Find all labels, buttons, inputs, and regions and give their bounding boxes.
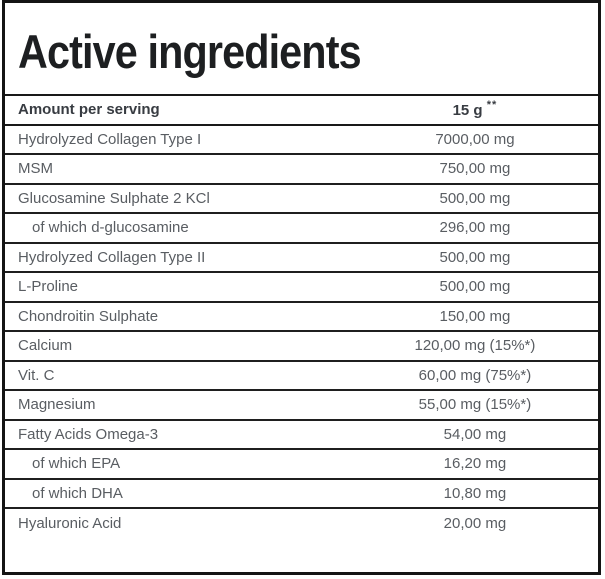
- ingredient-name: Magnesium: [5, 390, 352, 421]
- serving-size-footnote-marker: **: [486, 99, 498, 112]
- ingredient-name: Vit. C: [5, 360, 352, 391]
- table-row: Fatty Acids Omega-3 54,00 mg: [5, 419, 598, 450]
- ingredient-name: Calcium: [5, 331, 352, 362]
- ingredient-name: Hydrolyzed Collagen Type I: [5, 124, 352, 155]
- table-row: Glucosamine Sulphate 2 KCl 500,00 mg: [5, 183, 598, 214]
- ingredient-amount: 120,00 mg (15%*): [351, 331, 598, 362]
- ingredient-amount: 7000,00 mg: [351, 124, 598, 155]
- column-header-serving-size: 15 g **: [351, 94, 598, 126]
- ingredient-name: Chondroitin Sulphate: [5, 301, 352, 332]
- page-title: Active ingredients: [18, 25, 362, 78]
- ingredient-name: Fatty Acids Omega-3: [5, 419, 352, 450]
- table-row: Calcium 120,00 mg (15%*): [5, 331, 598, 362]
- serving-size-text: 15 g: [452, 102, 483, 120]
- table-row: Magnesium 55,00 mg (15%*): [5, 390, 598, 421]
- ingredient-amount: 54,00 mg: [351, 419, 598, 450]
- table-header-row: Amount per serving 15 g **: [5, 94, 598, 126]
- ingredient-amount: 55,00 mg (15%*): [351, 390, 598, 421]
- ingredient-name: Hyaluronic Acid: [18, 514, 122, 532]
- table-row: MSM 750,00 mg: [5, 154, 598, 185]
- table-row: Hydrolyzed Collagen Type II 500,00 mg: [5, 242, 598, 273]
- ingredient-name: L-Proline: [5, 272, 352, 303]
- ingredient-amount: 500,00 mg: [351, 242, 598, 273]
- ingredient-name: Glucosamine Sulphate 2 KCl: [5, 183, 352, 214]
- table-body: Hydrolyzed Collagen Type I 7000,00 mg MS…: [5, 124, 598, 538]
- ingredient-amount: 500,00 mg: [351, 272, 598, 303]
- ingredient-amount: 500,00 mg: [351, 183, 598, 214]
- table-header: Amount per serving 15 g **: [5, 94, 598, 126]
- table-row: of which EPA 16,20 mg: [5, 449, 598, 480]
- ingredient-name: of which EPA: [5, 449, 352, 480]
- table-row: Vit. C 60,00 mg (75%*): [5, 360, 598, 391]
- ingredients-table: Amount per serving 15 g ** Hydrolyzed Co…: [5, 94, 598, 538]
- ingredient-name: of which DHA: [5, 478, 352, 509]
- table-row: of which d-glucosamine 296,00 mg: [5, 213, 598, 244]
- ingredient-name: of which d-glucosamine: [5, 213, 352, 244]
- column-header-amount-per-serving: Amount per serving: [5, 94, 352, 126]
- ingredient-name: MSM: [5, 154, 352, 185]
- ingredient-amount: 60,00 mg (75%*): [351, 360, 598, 391]
- ingredient-amount: 16,20 mg: [351, 449, 598, 480]
- ingredient-amount: 150,00 mg: [351, 301, 598, 332]
- ingredient-amount: 750,00 mg: [351, 154, 598, 185]
- table-row: of which DHA 10,80 mg: [5, 478, 598, 509]
- table-row: L-Proline 500,00 mg: [5, 272, 598, 303]
- ingredient-name: Hydrolyzed Collagen Type II: [5, 242, 352, 273]
- table-row: Hyaluronic Acid 20,00 mg: [5, 508, 598, 538]
- ingredient-amount: 10,80 mg: [351, 478, 598, 509]
- ingredient-amount: 296,00 mg: [351, 213, 598, 244]
- table-row: Hydrolyzed Collagen Type I 7000,00 mg: [5, 124, 598, 155]
- ingredient-amount: 20,00 mg: [443, 514, 507, 532]
- panel-heading-area: Active ingredients: [5, 3, 598, 94]
- table-row: Chondroitin Sulphate 150,00 mg: [5, 301, 598, 332]
